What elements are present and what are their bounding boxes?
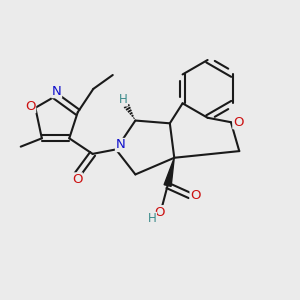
Text: O: O — [72, 173, 82, 186]
Text: H: H — [119, 93, 128, 106]
Text: N: N — [52, 85, 62, 98]
Text: H: H — [148, 212, 156, 225]
Text: O: O — [190, 189, 201, 202]
Text: O: O — [25, 100, 36, 112]
Text: N: N — [116, 139, 125, 152]
Polygon shape — [164, 158, 174, 186]
Text: O: O — [154, 206, 164, 219]
Text: O: O — [233, 116, 243, 129]
